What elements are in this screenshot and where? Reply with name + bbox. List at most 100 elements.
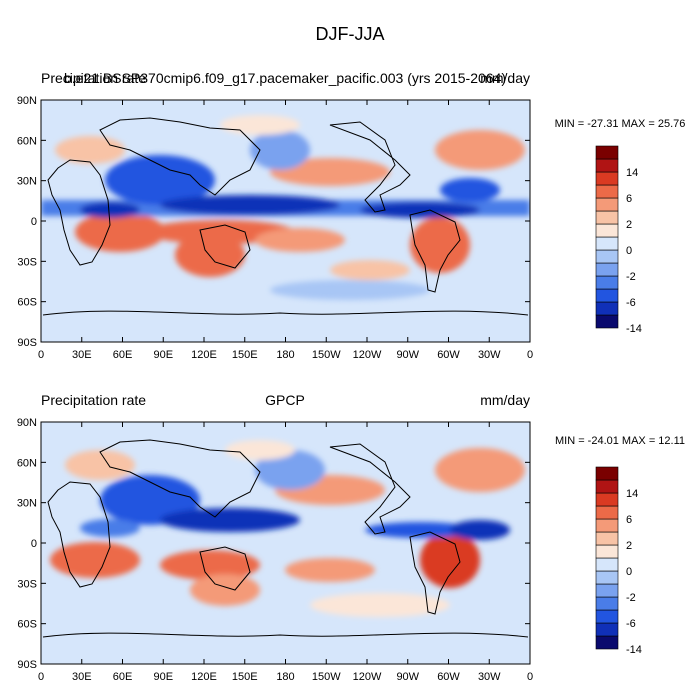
panel-2-map [41,422,530,664]
p1-colorbar-swatch [595,314,619,329]
p1-xtick-label: 90E [153,349,173,361]
p1-xtick-label: 60W [437,349,460,361]
p2-xtick-label: 30E [72,671,92,683]
panel-2: Precipitation rate GPCP mm/day MIN = -24… [17,392,685,683]
p1-colorbar-swatch [595,262,619,277]
p1-colorbar-swatch [595,236,619,251]
p1-ytick-label: 90N [17,95,37,107]
p1-colorbar-swatch [595,197,619,212]
p2-colorbar-swatch [595,635,619,650]
p2-xtick-label: 60E [113,671,133,683]
p1-colorbar-label: -2 [626,271,636,283]
p2-xtick-label: 150W [312,671,341,683]
p1-xtick-label: 30E [72,349,92,361]
panel-1: Precipitation rate b.e21.BSSP370cmip6.f0… [17,70,686,361]
p2-ytick-label: 30S [17,578,37,590]
p2-colorbar-label: 2 [626,540,632,552]
panel-1-ticks: 0 30E 60E 90E 120E 150E 180 150W 120W 90W 60W 30W 09… [17,95,533,361]
p2-colorbar-swatch [595,492,619,507]
p2-colorbar-swatch [595,479,619,494]
panel-2-coastlines [42,439,529,638]
p1-xtick-label: 0 [38,349,44,361]
p1-colorbar-swatch [595,249,619,264]
p1-colorbar-swatch [595,301,619,316]
panel-2-colorbar: 14 6 2 0 -2 -6 -14 [595,466,642,656]
p1-xtick-label: 150W [312,349,341,361]
p2-ytick-label: 60S [17,619,37,631]
p2-xtick-label: 0 [38,671,44,683]
p1-colorbar-swatch [595,223,619,238]
p1-colorbar-label: 6 [626,193,632,205]
p1-colorbar-swatch [595,184,619,199]
p1-xtick-label: 120W [353,349,382,361]
p2-colorbar-swatch [595,609,619,624]
p1-ytick-label: 90S [17,337,37,349]
panel-1-colorbar: 14 6 2 0 -2 -6 -14 [595,145,642,335]
p2-colorbar-swatch [595,505,619,520]
p2-colorbar-label: 0 [626,566,632,578]
p2-colorbar-swatch [595,544,619,559]
p2-xtick-label: 90W [396,671,419,683]
p1-colorbar-label: -6 [626,297,636,309]
panel-1-min-max: MIN = -27.31 MAX = 25.76 [555,118,686,130]
p2-colorbar-swatch [595,596,619,611]
p1-colorbar-swatch [595,171,619,186]
p1-xtick-label: 90W [396,349,419,361]
panel-2-left-title: Precipitation rate [41,392,146,408]
p1-ytick-label: 0 [31,216,37,228]
panel-2-units: mm/day [480,392,530,408]
p2-ytick-label: 60N [17,457,37,469]
p2-colorbar-label: 6 [626,514,632,526]
p2-colorbar-label: 14 [626,488,638,500]
p2-xtick-label: 60W [437,671,460,683]
p2-colorbar-swatch [595,557,619,572]
p2-colorbar-label: -6 [626,618,636,630]
p1-ytick-label: 60N [17,135,37,147]
p2-xtick-label: 180 [276,671,294,683]
p1-xtick-label: 0 [527,349,533,361]
panel-2-center-title: GPCP [265,392,305,408]
p2-xtick-label: 90E [153,671,173,683]
panel-1-units: mm/day [480,70,530,86]
p1-xtick-label: 150E [232,349,258,361]
p1-xtick-label: 60E [113,349,133,361]
p1-colorbar-label: 2 [626,219,632,231]
p1-colorbar-swatch [595,275,619,290]
p2-colorbar-swatch [595,531,619,546]
p1-colorbar-label: -14 [626,323,642,335]
p2-xtick-label: 120W [353,671,382,683]
panel-1-left-title: Precipitation rate [41,70,146,86]
p1-colorbar-swatch [595,288,619,303]
p2-ytick-label: 90S [17,659,37,671]
p1-colorbar-swatch [595,145,619,160]
p2-colorbar-label: -14 [626,644,642,656]
panel-1-center-title: b.e21.BSSP370cmip6.f09_g17.pacemaker_pac… [64,70,506,86]
p2-ytick-label: 0 [31,538,37,550]
p2-ytick-label: 90N [17,417,37,429]
p1-colorbar-swatch [595,210,619,225]
p2-ytick-label: 30N [17,498,37,510]
p1-xtick-label: 180 [276,349,294,361]
p1-xtick-label: 120E [191,349,217,361]
p2-xtick-label: 30W [478,671,501,683]
p2-colorbar-label: -2 [626,592,636,604]
p2-colorbar-swatch [595,466,619,481]
panel-2-ticks: 0 30E 60E 90E 120E 150E 180 150W 120W 90W 60W 30W 09… [17,417,533,683]
p1-ytick-label: 60S [17,297,37,309]
panel-1-map [41,100,530,342]
p1-ytick-label: 30N [17,176,37,188]
p2-xtick-label: 0 [527,671,533,683]
p2-xtick-label: 120E [191,671,217,683]
panel-2-min-max: MIN = -24.01 MAX = 12.11 [555,435,685,447]
p2-colorbar-swatch [595,570,619,585]
p1-colorbar-label: 14 [626,167,638,179]
figure-title: DJF-JJA [316,24,385,44]
p1-colorbar-swatch [595,158,619,173]
p2-colorbar-swatch [595,583,619,598]
p2-xtick-label: 150E [232,671,258,683]
p2-colorbar-swatch [595,518,619,533]
p2-colorbar-swatch [595,622,619,637]
p1-ytick-label: 30S [17,256,37,268]
p1-colorbar-label: 0 [626,245,632,257]
